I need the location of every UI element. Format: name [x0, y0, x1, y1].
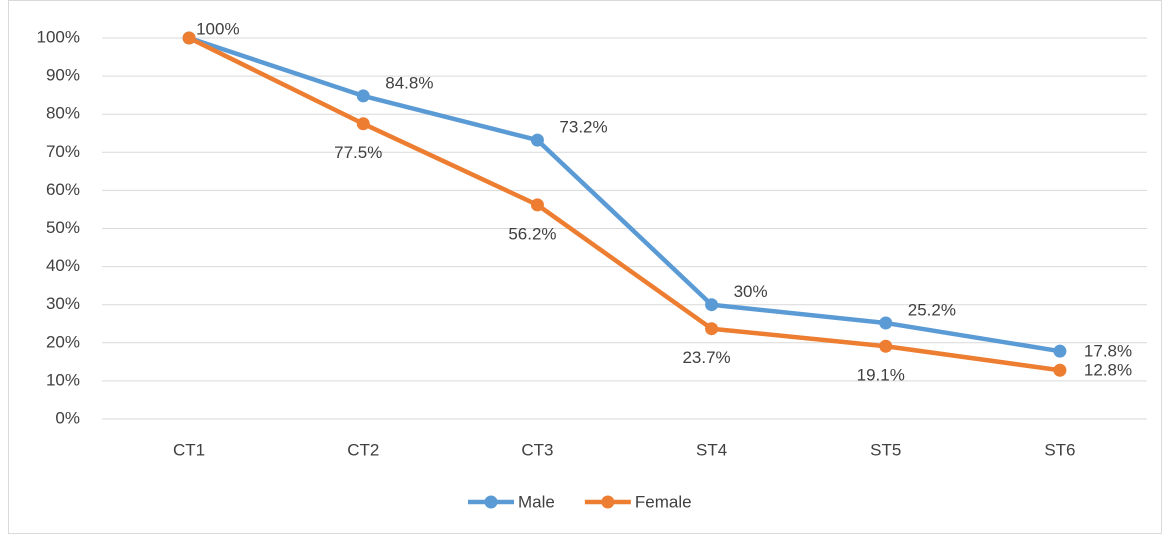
x-tick-label: CT3 [521, 440, 553, 459]
marker [1053, 344, 1067, 358]
line [188, 35, 1061, 354]
y-tick-label: 10% [46, 370, 80, 389]
marker [879, 316, 893, 330]
marker [705, 322, 719, 336]
marker [356, 89, 370, 103]
x-tick-label: ST5 [870, 440, 901, 459]
data-label: 12.8% [1084, 361, 1132, 380]
data-label: 30% [734, 282, 768, 301]
marker [530, 198, 544, 212]
data-label: 77.5% [334, 143, 382, 162]
line [188, 35, 1061, 373]
data-label: 17.8% [1084, 342, 1132, 361]
x-tick-label: ST6 [1044, 440, 1075, 459]
y-tick-label: 30% [46, 294, 80, 313]
y-tick-label: 60% [46, 180, 80, 199]
data-label: 23.7% [682, 348, 730, 367]
legend-label: Female [635, 492, 692, 511]
y-tick-label: 90% [46, 66, 80, 85]
marker [1053, 363, 1067, 377]
y-tick-label: 70% [46, 142, 80, 161]
marker [879, 339, 893, 353]
data-label: 19.1% [857, 366, 905, 385]
data-label: 73.2% [559, 118, 607, 137]
marker [530, 133, 544, 147]
data-label: 25.2% [908, 300, 956, 319]
y-tick-label: 50% [46, 218, 80, 237]
data-label: 84.8% [385, 73, 433, 92]
x-tick-label: ST4 [696, 440, 727, 459]
y-tick-label: 80% [46, 104, 80, 123]
y-tick-label: 20% [46, 332, 80, 351]
legend-marker [484, 495, 498, 509]
x-tick-label: CT2 [347, 440, 379, 459]
y-tick-label: 0% [55, 408, 80, 427]
marker [182, 31, 196, 45]
y-tick-label: 40% [46, 256, 80, 275]
x-tick-label: CT1 [173, 440, 205, 459]
data-label: 100% [196, 19, 239, 38]
legend-marker [601, 495, 615, 509]
marker [356, 117, 370, 131]
y-tick-label: 100% [37, 27, 80, 46]
legend-label: Male [518, 492, 555, 511]
marker [705, 298, 719, 312]
data-label: 56.2% [508, 224, 556, 243]
